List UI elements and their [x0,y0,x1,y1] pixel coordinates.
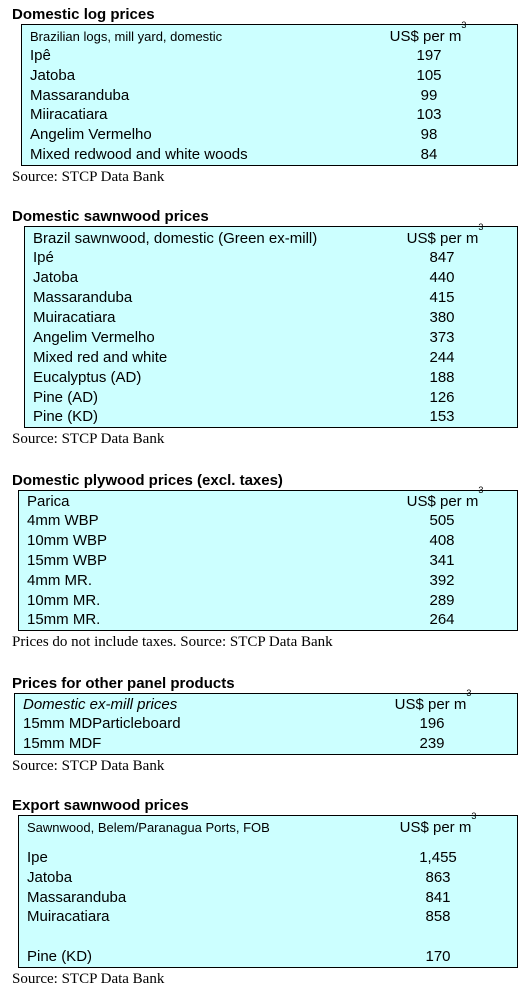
table-header: Domestic ex-mill prices US$ per m3 [15,688,517,715]
table-row: Mixed redwood and white woods 84 [30,146,438,163]
section-title: Export sawnwood prices [12,797,189,814]
section-title: Prices for other panel products [12,675,235,692]
section-title: Domestic sawnwood prices [12,208,209,225]
table-row: Jatoba 440 [33,269,455,286]
header-label: Brazilian logs, mill yard, domestic [30,29,223,44]
table-row: Jatoba 863 [27,869,451,886]
price-table: Brazil sawnwood, domestic (Green ex-mill… [24,222,518,428]
table-row: Pine (KD) 153 [33,408,455,425]
source-note: Source: STCP Data Bank [12,169,165,185]
section-title: Domestic log prices [12,6,155,23]
table-header: Brazil sawnwood, domestic (Green ex-mill… [25,222,517,249]
table-row: 10mm MR. 289 [27,592,455,609]
table-row: 4mm WBP 505 [27,512,455,529]
table-row: Pine (KD) 170 [27,948,451,965]
source-note: Source: STCP Data Bank [12,971,165,987]
header-label: Brazil sawnwood, domestic (Green ex-mill… [33,230,318,247]
price-table: Domestic ex-mill prices US$ per m3 15mm … [14,688,518,755]
table-row: 15mm MDParticleboard 196 [23,715,445,732]
header-label: Sawnwood, Belem/Paranagua Ports, FOB [27,820,270,835]
table-row: Mixed red and white 244 [33,349,455,366]
table-row: Eucalyptus (AD) 188 [33,369,455,386]
table-row: Angelim Vermelho 373 [33,329,455,346]
table-row: Jatoba 105 [30,67,442,84]
price-table: Sawnwood, Belem/Paranagua Ports, FOB US$… [18,811,518,968]
header-label: Domestic ex-mill prices [23,696,178,713]
table-row: Angelim Vermelho 98 [30,126,438,143]
table-header: Brazilian logs, mill yard, domestic US$ … [22,20,517,47]
table-row: 15mm MR. 264 [27,611,455,628]
price-table: Parica US$ per m3 4mm WBP 505 10mm WBP 408… [18,485,518,631]
unit-label: US$ per m3 [399,811,477,837]
unit-label: US$ per m3 [406,222,484,248]
table-row: Muiracatiara 380 [33,309,455,326]
table-row: Massaranduba 415 [33,289,455,306]
source-note: Prices do not include taxes. Source: STC… [12,634,333,650]
table-row: Ipê 197 [30,47,442,64]
table-row: Miiracatiara 103 [30,106,442,123]
unit-label: US$ per m3 [406,485,484,511]
header-label: Parica [27,493,70,510]
table-row: Ipé 847 [33,249,455,266]
table-row: Muiracatiara 858 [27,908,451,925]
table-row: Massaranduba 99 [30,87,438,104]
section-title: Domestic plywood prices (excl. taxes) [12,472,283,489]
source-note: Source: STCP Data Bank [12,431,165,447]
unit-label: US$ per m3 [394,688,472,714]
source-note: Source: STCP Data Bank [12,758,165,774]
price-table: Brazilian logs, mill yard, domestic US$ … [21,20,518,166]
table-row: Ipe 1,455 [27,849,457,866]
table-row: Pine (AD) 126 [33,389,455,406]
table-header: Sawnwood, Belem/Paranagua Ports, FOB US$… [19,811,517,838]
table-row: 4mm MR. 392 [27,572,455,589]
table-row: 10mm WBP 408 [27,532,455,549]
table-row: Massaranduba 841 [27,889,451,906]
table-header: Parica US$ per m3 [19,485,517,512]
unit-label: US$ per m3 [389,20,467,46]
table-row: 15mm MDF 239 [23,735,445,752]
table-row: 15mm WBP 341 [27,552,455,569]
